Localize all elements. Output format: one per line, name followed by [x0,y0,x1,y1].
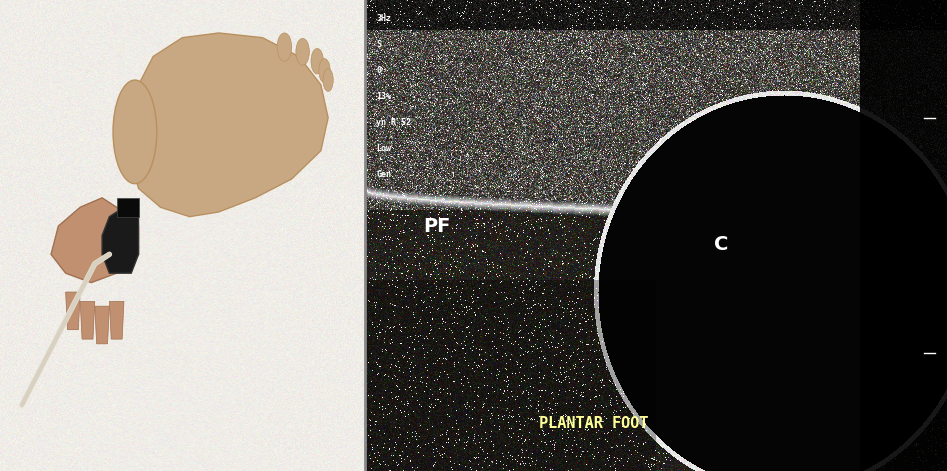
Ellipse shape [295,39,310,65]
Text: 0: 0 [376,66,382,75]
Text: C: C [714,236,728,254]
Text: S: S [376,40,382,49]
Ellipse shape [311,49,323,74]
Text: PLANTAR FOOT: PLANTAR FOOT [540,416,649,431]
Ellipse shape [277,33,292,61]
Text: yn R 52: yn R 52 [376,118,411,127]
Polygon shape [51,198,138,283]
Text: PF: PF [422,217,450,236]
Polygon shape [65,292,80,330]
Polygon shape [95,306,110,344]
Polygon shape [80,301,95,339]
Polygon shape [102,207,138,273]
Ellipse shape [323,69,333,91]
Text: 3Hz: 3Hz [376,14,391,23]
Ellipse shape [319,59,331,83]
Ellipse shape [113,80,157,184]
Text: 13%: 13% [376,92,391,101]
Polygon shape [109,301,124,339]
Text: Low: Low [376,144,391,153]
Polygon shape [128,33,329,217]
Polygon shape [116,198,138,217]
Text: Gen: Gen [376,170,391,179]
